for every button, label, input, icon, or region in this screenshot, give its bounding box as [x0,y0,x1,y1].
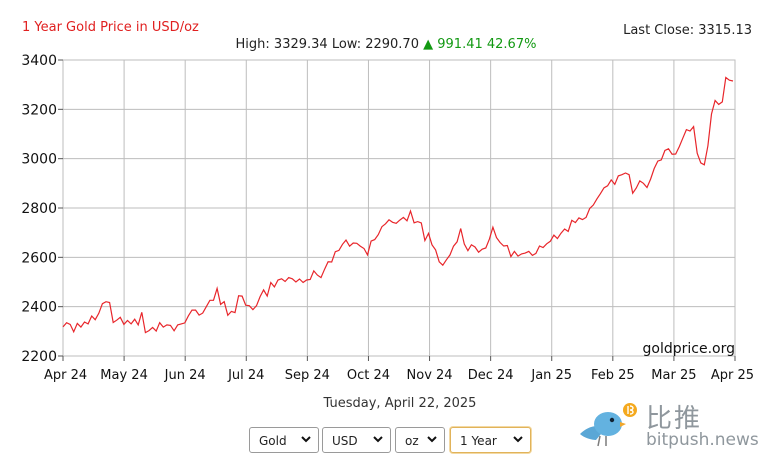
chevron-down-icon [373,436,383,443]
y-tick-label: 3400 [21,53,57,69]
chevron-down-icon [301,436,311,443]
y-tick-label: 2200 [21,349,57,365]
chevron-down-icon [513,436,523,443]
chart-title: 1 Year Gold Price in USD/oz [22,20,199,35]
chart-axes: 2200 2400 2600 2800 3000 3200 3400 Apr 24 May 24… [21,53,754,383]
range-select[interactable]: 1 Year [450,427,531,453]
bitpush-watermark: 比推 bitpush.news [574,398,764,454]
range-select-value: 1 Year [460,434,497,448]
price-chart: 2200 2400 2600 2800 3000 3200 3400 Apr 24 May 24… [21,53,754,383]
last-close: Last Close: 3315.13 [623,23,752,38]
y-tick-label: 2800 [21,201,57,217]
watermark-cn: 比推 [646,404,703,434]
bird-logo-icon [580,403,637,447]
x-tick-label: Sep 24 [285,368,330,383]
y-tick-label: 3000 [21,152,57,168]
x-tick-label: Jun 24 [164,368,206,383]
gold-price-line [62,76,734,334]
x-tick-label: Nov 24 [407,368,453,383]
chart-credit: goldprice.org [643,341,735,357]
x-tick-label: Apr 25 [711,368,754,383]
metal-select[interactable]: Gold [249,427,319,453]
x-tick-label: Jul 24 [227,368,264,383]
x-tick-label: Apr 24 [44,368,87,383]
x-tick-label: May 24 [100,368,148,383]
y-tick-label: 3200 [21,102,57,118]
price-stats: High: 3329.34 Low: 2290.70 ▲ 991.41 42.6… [0,37,772,52]
watermark-en: bitpush.news [646,430,759,450]
x-tick-label: Feb 25 [591,368,635,383]
x-tick-label: Oct 24 [347,368,390,383]
currency-select[interactable]: USD [322,427,391,453]
change-up-icon: ▲ [423,37,434,52]
unit-select-value: oz [405,434,419,448]
x-tick-label: Jan 25 [530,368,572,383]
date-label: Tuesday, April 22, 2025 [323,396,477,411]
chart-grid [62,59,736,357]
y-tick-label: 2400 [21,300,57,316]
metal-select-value: Gold [259,434,287,448]
high-low-stats: High: 3329.34 Low: 2290.70 [235,37,419,52]
x-tick-label: Dec 24 [468,368,514,383]
change-stats: 991.41 42.67% [437,37,537,52]
y-tick-label: 2600 [21,250,57,266]
unit-select[interactable]: oz [395,427,445,453]
currency-select-value: USD [332,434,358,448]
x-tick-label: Mar 25 [651,368,696,383]
chevron-down-icon [427,436,437,443]
